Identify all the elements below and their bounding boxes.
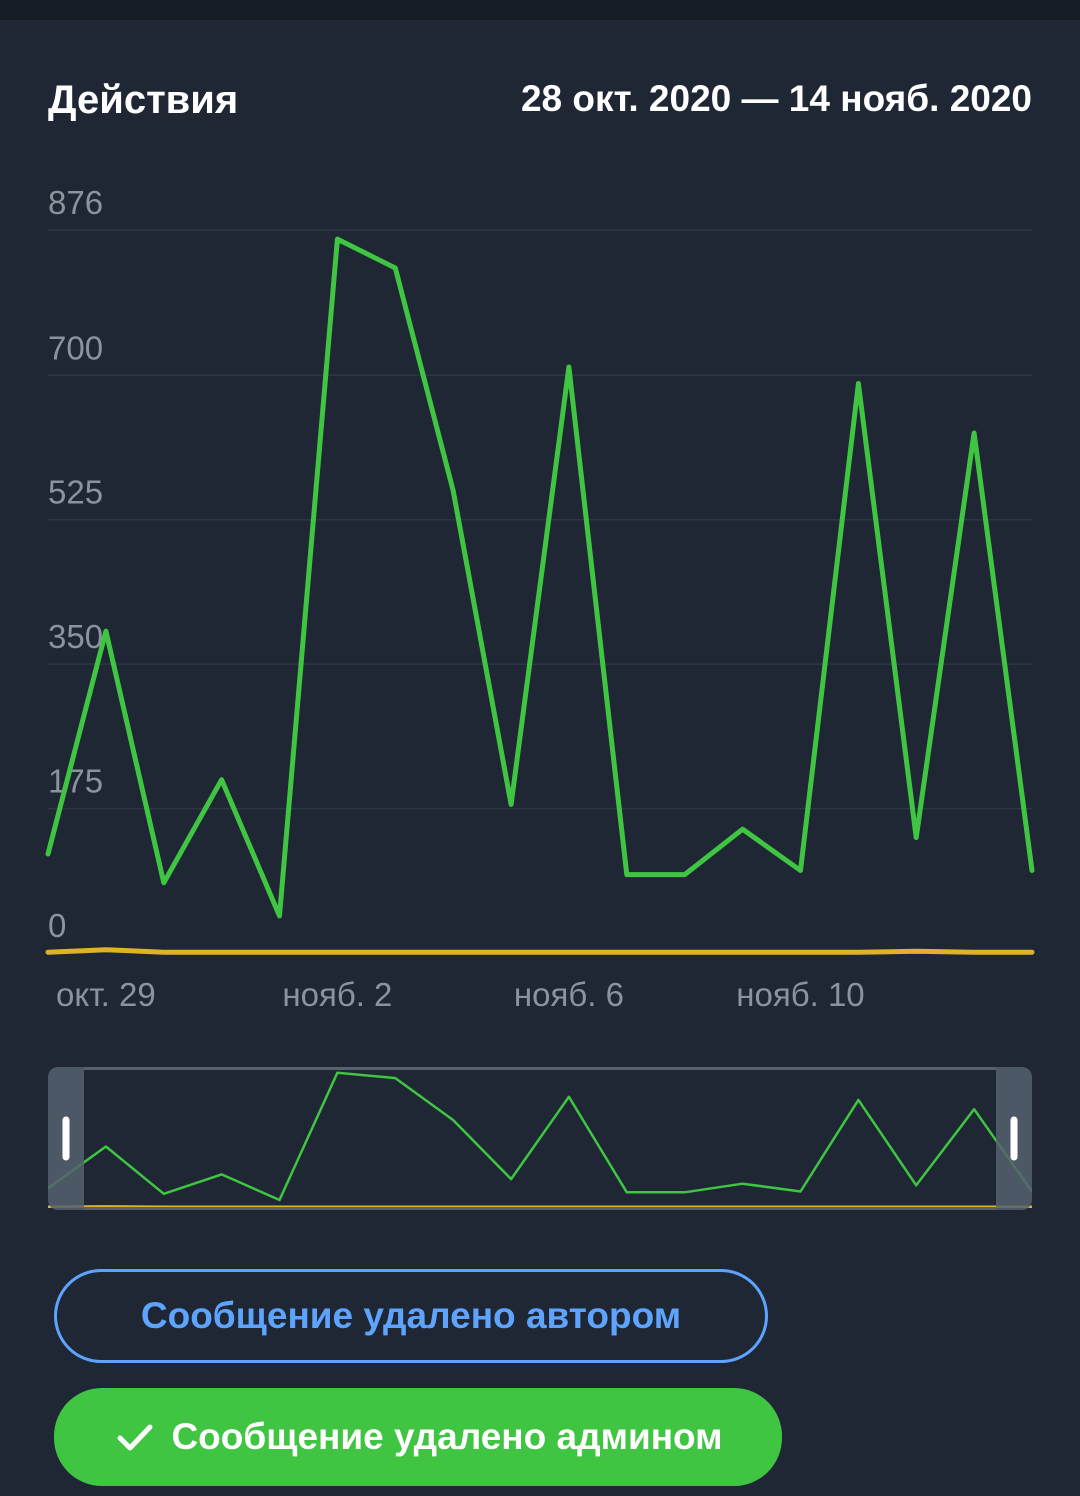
navigator-handle-grip [62, 1116, 70, 1161]
x-tick-label: нояб. 10 [736, 976, 864, 1013]
chart-title: Действия [48, 78, 239, 122]
x-tick-label: нояб. 2 [282, 976, 392, 1013]
main-chart: 0 175 350 525 700 876 окт. 29 нояб. 2 нояб. 6 ноя… [45, 184, 1035, 1013]
x-tick-label: окт. 29 [56, 976, 156, 1013]
top-bar [0, 0, 1080, 20]
toggle-deleted-by-author-button[interactable]: Сообщение удалено автором [54, 1269, 768, 1363]
navigator-series-1 [48, 1071, 1032, 1202]
navigator-handle-right[interactable] [996, 1067, 1032, 1210]
y-tick-label: 525 [48, 474, 103, 511]
navigator-handle-left[interactable] [48, 1067, 84, 1210]
series-line-1 [45, 236, 1035, 919]
y-tick-label: 0 [48, 907, 66, 944]
chart-header: Действия 28 окт. 2020 — 14 нояб. 2020 [48, 70, 1032, 130]
toggle-deleted-by-admin-label: Сообщение удалено админом [171, 1416, 723, 1457]
range-navigator[interactable] [48, 1067, 1032, 1210]
check-icon [113, 1415, 157, 1459]
toggle-deleted-by-admin-button[interactable]: Сообщение удалено админом [54, 1388, 782, 1486]
navigator-handle-grip [1010, 1116, 1018, 1161]
date-range[interactable]: 28 окт. 2020 — 14 нояб. 2020 [520, 78, 1032, 119]
y-tick-label: 175 [48, 763, 103, 800]
y-tick-label: 876 [48, 184, 103, 221]
toggle-deleted-by-author-label: Сообщение удалено автором [140, 1295, 682, 1336]
y-tick-label: 350 [48, 618, 103, 655]
x-tick-label: нояб. 6 [514, 976, 624, 1013]
y-tick-label: 700 [48, 329, 103, 366]
series-line-2 [45, 947, 1035, 955]
